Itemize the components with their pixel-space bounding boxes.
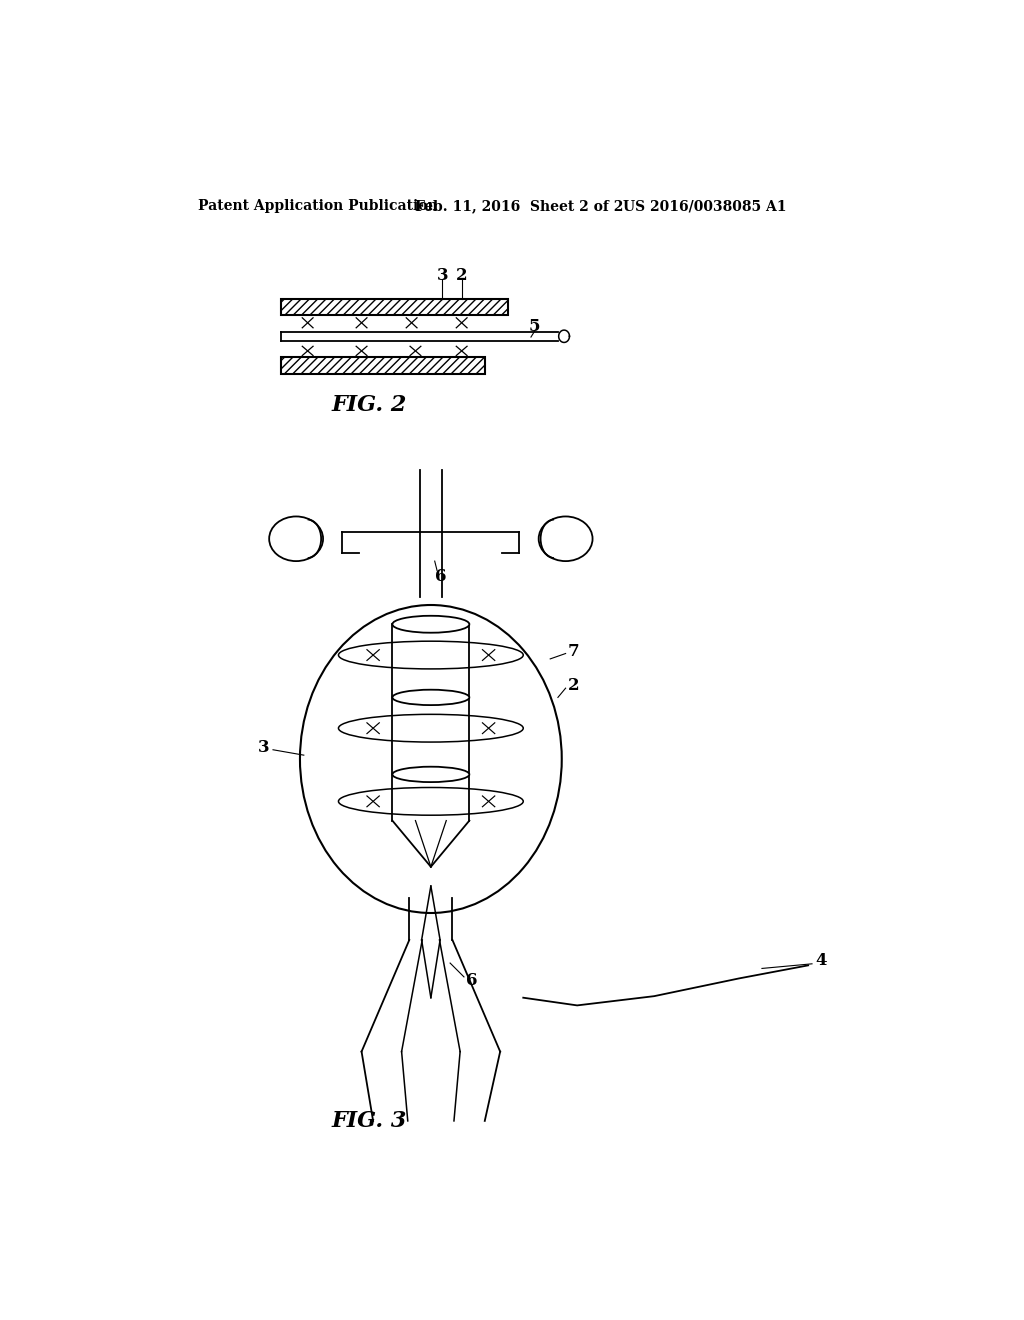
Text: Feb. 11, 2016  Sheet 2 of 2: Feb. 11, 2016 Sheet 2 of 2 (416, 199, 624, 213)
Ellipse shape (392, 767, 469, 781)
Ellipse shape (339, 642, 523, 669)
Text: 2: 2 (568, 677, 580, 694)
Text: 2: 2 (456, 267, 468, 284)
Text: FIG. 3: FIG. 3 (332, 1110, 407, 1133)
Text: 3: 3 (436, 267, 449, 284)
Ellipse shape (300, 605, 562, 913)
Text: 7: 7 (568, 643, 580, 660)
Ellipse shape (339, 714, 523, 742)
Text: 6: 6 (466, 973, 477, 989)
Ellipse shape (539, 516, 593, 561)
Text: 6: 6 (435, 568, 446, 585)
Text: US 2016/0038085 A1: US 2016/0038085 A1 (624, 199, 786, 213)
Text: 4: 4 (816, 952, 827, 969)
Ellipse shape (339, 788, 523, 816)
Ellipse shape (269, 516, 323, 561)
Bar (281, 356, 484, 374)
Ellipse shape (392, 615, 469, 632)
Ellipse shape (392, 689, 469, 705)
Text: FIG. 2: FIG. 2 (332, 393, 407, 416)
Bar (281, 298, 508, 315)
Text: 3: 3 (258, 739, 269, 756)
Text: 5: 5 (529, 318, 541, 335)
Text: Patent Application Publication: Patent Application Publication (199, 199, 438, 213)
